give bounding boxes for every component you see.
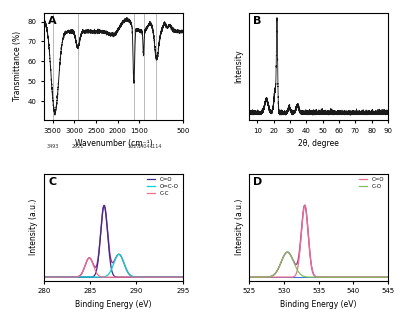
Y-axis label: Intensity (a.u.): Intensity (a.u.) <box>30 199 38 255</box>
C-O <box>285 250 290 254</box>
C-C <box>180 275 185 279</box>
C-C <box>106 275 111 279</box>
Y-axis label: Intensity (a.u.): Intensity (a.u.) <box>235 199 244 255</box>
C=O <box>247 275 252 279</box>
Line: O=C-O: O=C-O <box>44 254 183 277</box>
C=O <box>121 275 126 279</box>
C-C <box>121 275 126 279</box>
O=C-O <box>58 275 63 279</box>
C=O <box>302 204 307 208</box>
Line: C-C: C-C <box>44 258 183 277</box>
C-O <box>308 275 313 279</box>
C=O <box>342 275 347 279</box>
C=O <box>104 212 108 216</box>
C=O <box>261 275 266 279</box>
X-axis label: Wavenumber (cm⁻¹): Wavenumber (cm⁻¹) <box>74 139 152 148</box>
C=O <box>386 275 390 279</box>
C=O <box>52 275 57 279</box>
C=O <box>102 204 106 208</box>
Text: B: B <box>254 16 262 26</box>
Text: C: C <box>48 177 56 187</box>
Text: 1627: 1627 <box>128 144 140 149</box>
O=C-O <box>52 275 57 279</box>
O=C-O <box>180 275 185 279</box>
O=C-O <box>42 275 46 279</box>
Text: 2921: 2921 <box>72 144 84 149</box>
Text: 3493: 3493 <box>47 144 59 149</box>
Text: A: A <box>48 16 57 26</box>
X-axis label: Binding Energy (eV): Binding Energy (eV) <box>280 300 357 309</box>
Text: 1404: 1404 <box>137 144 150 149</box>
Legend: C=O, C-O: C=O, C-O <box>358 176 385 190</box>
Y-axis label: Intensity: Intensity <box>235 49 244 83</box>
C-C <box>87 256 92 260</box>
C-C <box>42 275 46 279</box>
C-C <box>104 275 108 279</box>
C=O <box>100 208 105 212</box>
X-axis label: Binding Energy (eV): Binding Energy (eV) <box>75 300 152 309</box>
C-O <box>358 275 362 279</box>
C-O <box>342 275 347 279</box>
Y-axis label: Transmittance (%): Transmittance (%) <box>13 31 22 101</box>
C-O <box>303 275 308 279</box>
C=O <box>106 240 111 244</box>
C=O <box>355 275 360 279</box>
O=C-O <box>100 275 105 279</box>
Legend: C=O, O=C-O, C-C: C=O, O=C-O, C-C <box>146 176 180 197</box>
O=C-O <box>106 273 111 277</box>
C=O <box>180 275 185 279</box>
C-O <box>386 275 390 279</box>
C=O <box>308 257 313 261</box>
C-O <box>247 275 252 279</box>
C=O <box>358 275 362 279</box>
X-axis label: 2θ, degree: 2θ, degree <box>298 139 339 148</box>
Line: C=O: C=O <box>249 206 388 277</box>
C=O <box>42 275 46 279</box>
C=O <box>58 275 63 279</box>
C=O <box>303 205 308 209</box>
Line: C-O: C-O <box>249 252 388 277</box>
O=C-O <box>103 274 108 278</box>
C-C <box>52 275 57 279</box>
C-O <box>355 275 360 279</box>
C-C <box>58 275 63 279</box>
C-C <box>100 275 105 279</box>
O=C-O <box>121 259 126 263</box>
Text: 1114: 1114 <box>150 144 162 149</box>
Line: C=O: C=O <box>44 206 183 277</box>
O=C-O <box>116 252 121 256</box>
C-O <box>261 275 266 279</box>
Text: D: D <box>254 177 263 187</box>
